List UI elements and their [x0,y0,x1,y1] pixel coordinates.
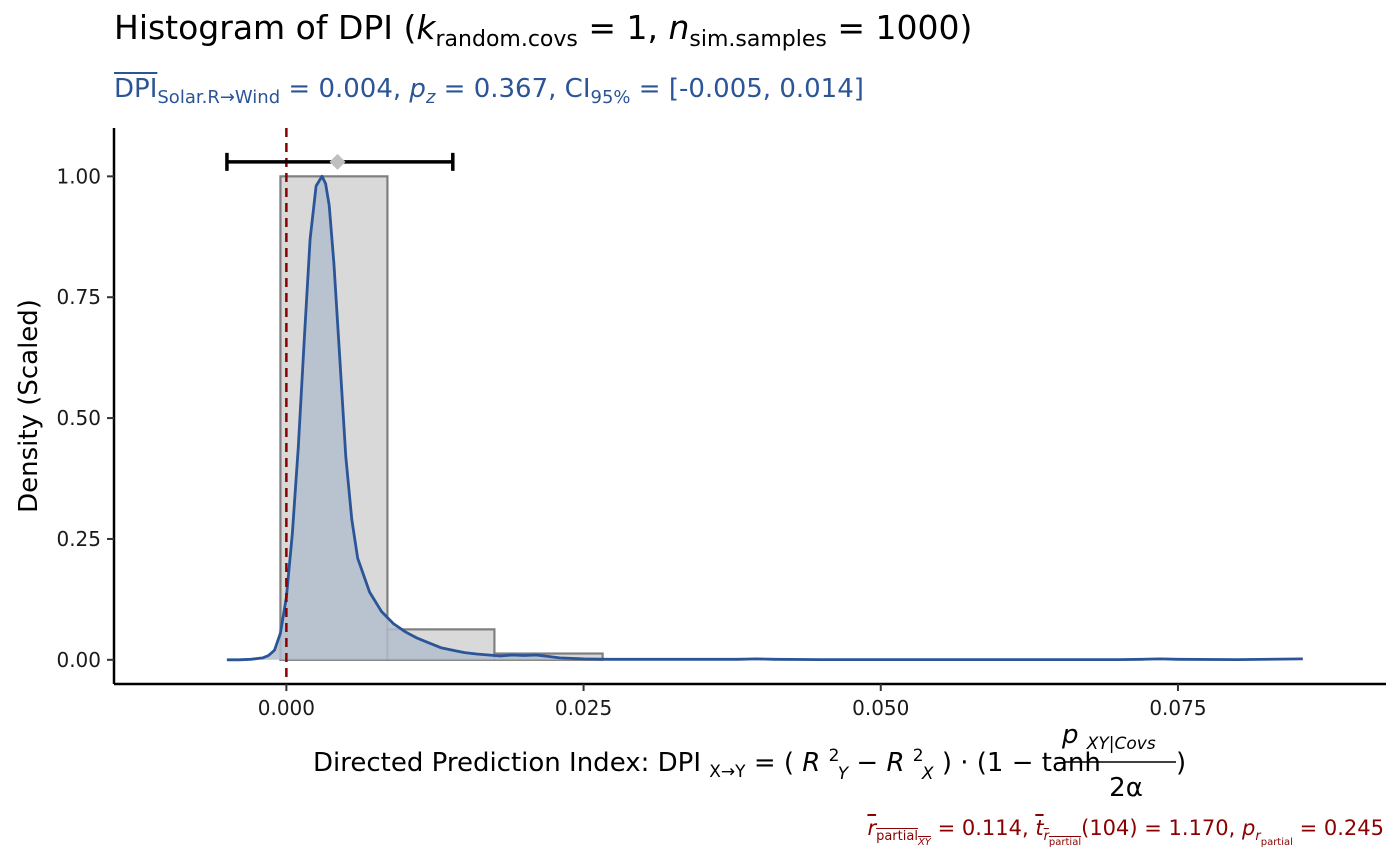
caption-r-subsub: XY [917,837,931,848]
caption-p-text: = 0.245 [1292,816,1384,840]
caption-p-sub: rpartial [1255,829,1293,848]
subtitle-p-sub: z [425,87,436,108]
caption-t-sub-text: r [1043,829,1049,844]
mean-point [329,153,346,170]
caption-p-subsub: partial [1260,837,1293,848]
confidence-interval [225,152,455,171]
x-label-numerator-sub: XY|Covs [1086,734,1156,754]
caption-t-text: (104) = 1.170, [1081,816,1243,840]
x-tick-label: 0.025 [555,696,612,720]
x-tick-label: 0.075 [1149,696,1206,720]
x-label-minus: − [856,748,886,778]
density-layer [226,174,1303,662]
caption-t-sub: rpartial [1043,829,1082,848]
x-label-prefix: Directed Prediction Index: DPI [313,748,701,778]
title-k-symbol: k [416,8,436,47]
x-label-r2-sup: 2 [913,746,924,766]
caption-r-text: = 0.114, [930,816,1036,840]
subtitle-dpi-sub: Solar.R→Wind [157,87,281,108]
x-label-r1-sup: 2 [829,746,840,766]
y-axis-label: Density (Scaled) [14,299,44,513]
y-tick-label: 0.00 [56,648,101,672]
x-label-numerator-p: p [1061,720,1079,750]
subtitle-p-text: = 0.367, CI [435,74,591,104]
caption-r-sub: partialXY [876,829,931,848]
x-label-numerator: p XY|Covs [1061,720,1156,754]
title-k-sub: random.covs [435,27,578,52]
x-label-r2: R [886,748,904,778]
caption-r-sub-text: partial [876,829,918,844]
x-label-prefix-sub: X→Y [709,762,746,782]
caption-p-sub-text: r [1255,829,1261,844]
caption-t-symbol: t [1035,816,1044,840]
chart-title: Histogram of DPI (krandom.covs = 1, nsim… [114,8,972,52]
caption-p-symbol: p [1242,816,1256,840]
caption-t-subsub: partial [1048,837,1082,848]
axes: 0.000 0.025 0.050 0.075 0.00 0.25 0.50 0.75 1.00 [56,128,1386,720]
subtitle-dpi-symbol: DPI [114,74,158,104]
caption-r-symbol: r [867,816,877,840]
title-n-symbol: n [668,8,690,47]
subtitle-ci-text: = [-0.005, 0.014] [630,74,864,104]
title-n-sub: sim.samples [689,27,827,52]
x-label-eq: = ( [754,748,794,778]
y-tick-label: 1.00 [56,164,101,188]
x-label-mid: ) · (1 − tanh [942,748,1101,778]
chart-caption: rpartialXY = 0.114, trpartial(104) = 1.1… [867,816,1384,848]
title-k-value: = 1, [577,8,669,47]
y-tick-label: 0.25 [56,527,101,551]
x-label-r1-sub: Y [838,764,850,784]
subtitle-p-symbol: p [409,74,426,104]
x-axis-label: Directed Prediction Index: DPI X→Y = ( R… [313,738,1101,786]
x-tick-label: 0.000 [258,696,315,720]
y-tick-label: 0.50 [56,406,101,430]
axis-labels: Density (Scaled) Directed Prediction Ind… [14,299,1186,803]
x-label-r2-sub: X [921,764,934,784]
x-label-suffix: ) [1176,748,1186,778]
x-label-denominator: 2α [1109,773,1143,803]
x-label-r1: R [802,748,820,778]
title-n-value: = 1000) [826,8,973,47]
title-prefix: Histogram of DPI ( [114,8,417,47]
x-tick-label: 0.050 [852,696,909,720]
y-tick-label: 0.75 [56,285,101,309]
density-line [226,174,1303,662]
density-area [226,176,1303,660]
subtitle-mean-text: = 0.004, [280,74,410,104]
chart-subtitle: DPISolar.R→Wind = 0.004, pz = 0.367, CI9… [114,74,864,108]
subtitle-ci-sub: 95% [590,87,631,108]
